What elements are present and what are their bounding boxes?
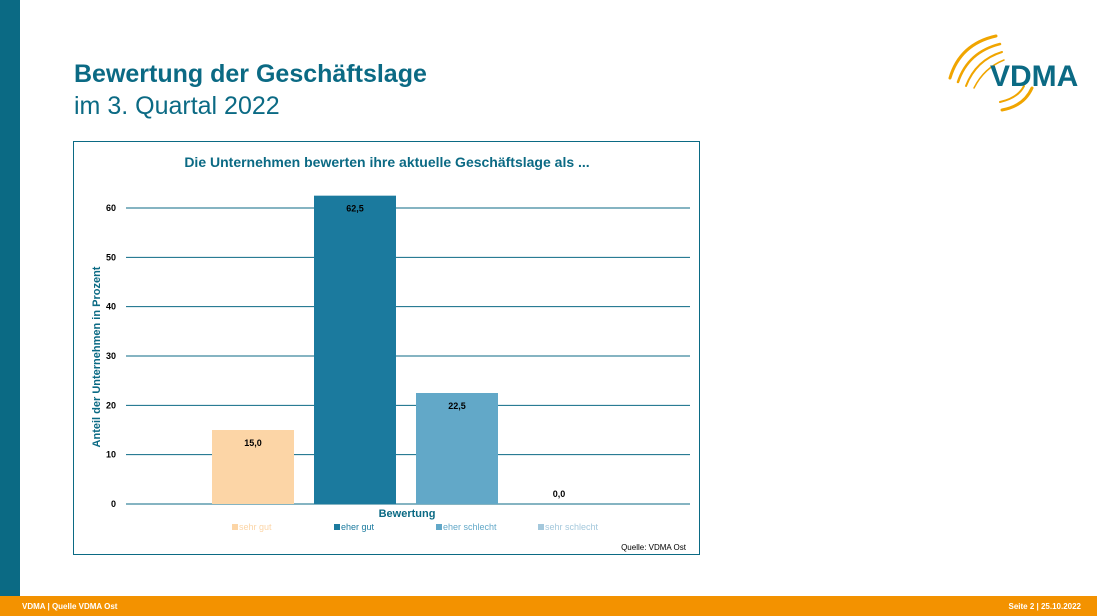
legend-label: eher gut bbox=[341, 522, 375, 532]
footer-bar: VDMA | Quelle VDMA Ost Seite 2 | 25.10.2… bbox=[0, 596, 1097, 616]
data-label: 0,0 bbox=[553, 489, 566, 499]
legend-swatch bbox=[538, 524, 544, 530]
slide-title: Bewertung der Geschäftslage bbox=[74, 60, 427, 88]
slide-subtitle: im 3. Quartal 2022 bbox=[74, 92, 280, 120]
y-tick-label: 50 bbox=[106, 252, 116, 262]
left-accent-bar bbox=[0, 0, 20, 596]
y-tick-label: 60 bbox=[106, 203, 116, 213]
bar-sehr-gut bbox=[212, 430, 294, 504]
svg-text:VDMA: VDMA bbox=[990, 60, 1078, 93]
y-tick-label: 30 bbox=[106, 351, 116, 361]
y-tick-label: 0 bbox=[111, 499, 116, 509]
bar-eher-schlecht bbox=[416, 393, 498, 504]
y-tick-label: 20 bbox=[106, 400, 116, 410]
chart-svg: Die Unternehmen bewerten ihre aktuelle G… bbox=[91, 154, 690, 552]
y-tick-label: 10 bbox=[106, 450, 116, 460]
data-label: 62,5 bbox=[346, 204, 364, 214]
legend-label: sehr schlecht bbox=[545, 522, 599, 532]
chart-source: Quelle: VDMA Ost bbox=[621, 543, 687, 552]
data-label: 15,0 bbox=[244, 438, 262, 448]
x-axis-label: Bewertung bbox=[379, 508, 436, 520]
y-axis-label: Anteil der Unternehmen in Prozent bbox=[91, 266, 103, 447]
chart-frame: Die Unternehmen bewerten ihre aktuelle G… bbox=[73, 141, 700, 555]
footer-source: VDMA | Quelle VDMA Ost bbox=[22, 602, 118, 611]
data-label: 22,5 bbox=[448, 401, 466, 411]
legend-swatch bbox=[232, 524, 238, 530]
legend-swatch bbox=[334, 524, 340, 530]
bar-eher-gut bbox=[314, 195, 396, 504]
chart-title: Die Unternehmen bewerten ihre aktuelle G… bbox=[184, 154, 589, 170]
legend-label: sehr gut bbox=[239, 522, 272, 532]
legend-swatch bbox=[436, 524, 442, 530]
y-tick-label: 40 bbox=[106, 302, 116, 312]
footer-page-date: Seite 2 | 25.10.2022 bbox=[1008, 602, 1081, 611]
vdma-logo: VDMA bbox=[944, 30, 1084, 120]
legend-label: eher schlecht bbox=[443, 522, 497, 532]
